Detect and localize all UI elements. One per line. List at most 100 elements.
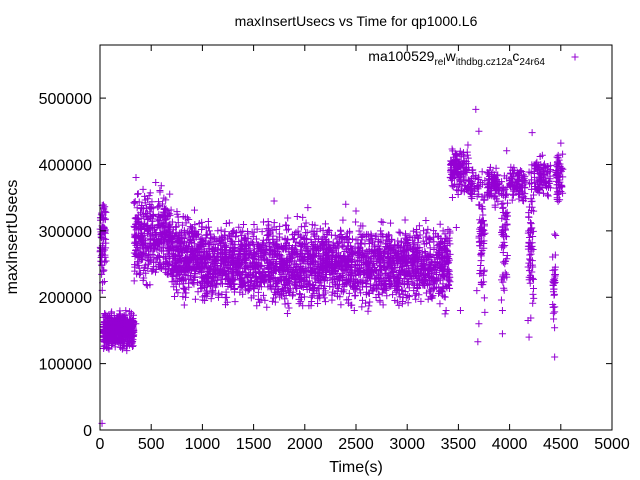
data-point xyxy=(317,243,325,251)
data-point xyxy=(203,292,211,300)
data-point xyxy=(261,296,269,304)
data-point xyxy=(433,251,441,259)
data-point xyxy=(198,274,206,282)
data-point xyxy=(508,196,516,204)
data-point xyxy=(439,271,447,279)
data-point xyxy=(476,266,484,274)
data-point xyxy=(133,218,141,226)
data-point xyxy=(342,200,350,208)
data-point xyxy=(345,299,353,307)
data-point xyxy=(367,231,375,239)
data-point xyxy=(98,270,106,278)
data-point xyxy=(300,257,308,265)
data-point xyxy=(345,289,353,297)
data-point xyxy=(276,266,284,274)
data-point xyxy=(363,276,371,284)
data-point xyxy=(149,267,157,275)
legend: ma100529relwithdbg.cz12ac24r64 xyxy=(368,48,579,68)
data-point xyxy=(464,151,472,159)
data-point xyxy=(499,203,507,211)
data-point xyxy=(367,271,375,279)
data-point xyxy=(550,315,558,323)
data-point xyxy=(130,277,138,285)
data-point xyxy=(499,249,507,257)
data-point xyxy=(436,220,444,228)
data-point xyxy=(207,282,215,290)
data-point xyxy=(206,252,214,260)
data-point xyxy=(498,200,506,208)
data-point xyxy=(260,265,268,273)
data-point xyxy=(481,229,489,237)
data-point xyxy=(478,168,486,176)
data-point xyxy=(383,243,391,251)
data-point xyxy=(242,255,250,263)
data-point xyxy=(191,253,199,261)
data-point xyxy=(292,274,300,282)
data-point xyxy=(476,270,484,278)
data-point xyxy=(448,194,456,202)
data-point xyxy=(119,342,127,350)
data-point xyxy=(118,327,126,335)
data-point xyxy=(540,160,548,168)
data-point xyxy=(413,277,421,285)
data-point xyxy=(100,277,108,285)
data-point xyxy=(468,194,476,202)
data-point xyxy=(375,252,383,260)
data-point xyxy=(292,250,300,258)
data-point xyxy=(498,330,506,338)
data-point xyxy=(273,237,281,245)
data-point xyxy=(474,338,482,346)
data-point xyxy=(181,246,189,254)
data-point xyxy=(499,204,507,212)
data-point xyxy=(140,213,148,221)
data-point xyxy=(451,181,459,189)
data-point xyxy=(270,294,278,302)
data-point xyxy=(194,262,202,270)
data-point xyxy=(481,177,489,185)
data-point xyxy=(404,299,412,307)
data-point xyxy=(142,245,150,253)
data-point xyxy=(557,139,565,147)
data-point xyxy=(182,289,190,297)
data-point xyxy=(128,318,136,326)
data-point xyxy=(146,224,154,232)
data-point xyxy=(352,207,360,215)
data-point xyxy=(545,167,553,175)
data-point xyxy=(555,156,563,164)
data-point xyxy=(285,254,293,262)
data-point xyxy=(232,261,240,269)
data-point xyxy=(480,222,488,230)
data-point xyxy=(284,284,292,292)
data-point xyxy=(394,237,402,245)
data-point xyxy=(514,175,522,183)
data-point xyxy=(159,213,167,221)
data-point xyxy=(160,194,168,202)
data-point xyxy=(422,216,430,224)
data-point xyxy=(174,289,182,297)
data-point xyxy=(175,280,183,288)
x-tick-label: 3000 xyxy=(389,436,425,453)
data-point xyxy=(283,310,291,318)
data-point xyxy=(155,211,163,219)
data-point xyxy=(172,254,180,262)
data-point xyxy=(483,169,491,177)
data-point xyxy=(422,289,430,297)
data-point xyxy=(525,233,533,241)
data-point xyxy=(359,222,367,230)
data-point xyxy=(373,258,381,266)
data-point xyxy=(351,248,359,256)
data-point xyxy=(107,334,115,342)
data-point xyxy=(501,232,509,240)
data-point xyxy=(217,276,225,284)
data-point xyxy=(543,191,551,199)
data-point xyxy=(289,288,297,296)
data-point xyxy=(391,296,399,304)
data-point xyxy=(507,174,515,182)
data-point xyxy=(528,257,536,265)
data-point xyxy=(358,303,366,311)
data-point xyxy=(366,298,374,306)
data-point xyxy=(350,285,358,293)
data-point xyxy=(169,245,177,253)
data-point xyxy=(501,185,509,193)
data-point xyxy=(456,173,464,181)
